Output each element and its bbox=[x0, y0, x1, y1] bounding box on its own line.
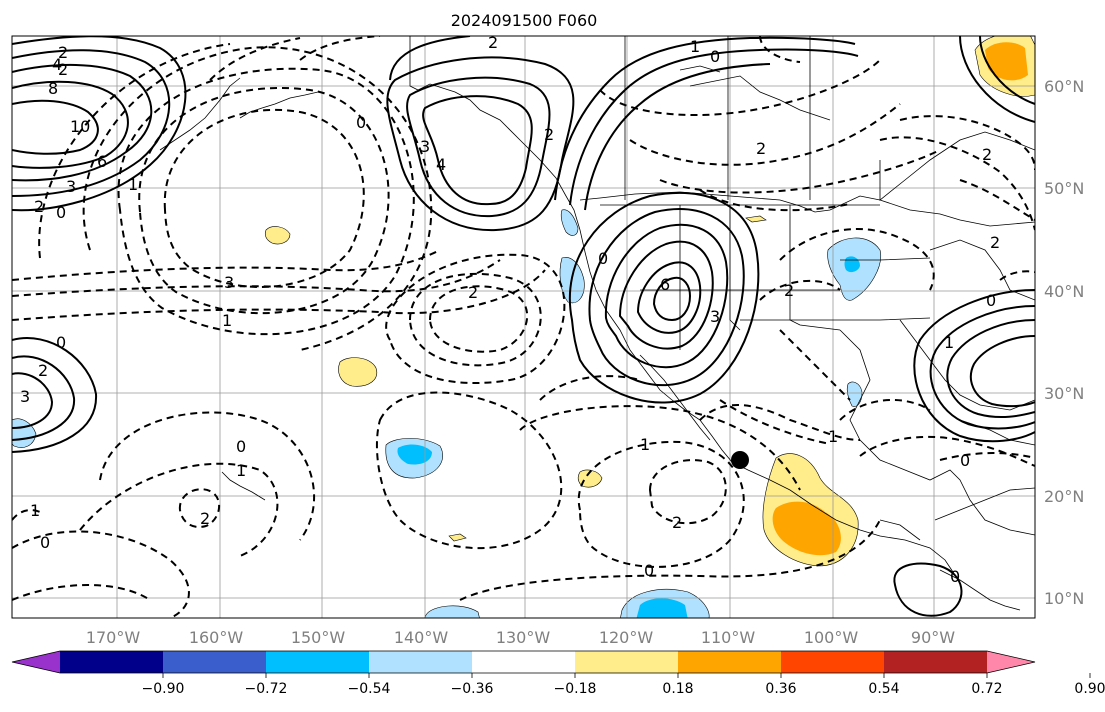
shading-layer bbox=[12, 36, 1035, 618]
contour-label: 0 bbox=[644, 561, 654, 580]
contour-label: 1 bbox=[640, 435, 650, 454]
contour-label: 3 bbox=[224, 273, 234, 292]
contour-label: 1 bbox=[128, 175, 138, 194]
contour-label: 0 bbox=[56, 203, 66, 222]
lat-label: 10°N bbox=[1044, 589, 1084, 608]
colorbar-tick-label: −0.36 bbox=[451, 681, 494, 697]
contour-label: 1 bbox=[30, 501, 40, 520]
colorbar-tick-label: −0.54 bbox=[348, 681, 391, 697]
contour-label: 2 bbox=[468, 283, 478, 302]
colorbar-tick-label: −0.90 bbox=[142, 681, 185, 697]
contour-label: 1 bbox=[690, 37, 700, 56]
contour-label: 2 bbox=[990, 233, 1000, 252]
lon-label: 140°W bbox=[394, 628, 449, 647]
lat-label: 20°N bbox=[1044, 487, 1084, 506]
contour-label: 1 bbox=[236, 461, 246, 480]
lat-label: 40°N bbox=[1044, 282, 1084, 301]
contour-label: 1 bbox=[222, 311, 232, 330]
map-panel: 2 2 4 8 10 6 3 2 0 1 0 3 4 2 1 0 2 3 1 0 bbox=[11, 33, 1084, 647]
contour-label: 0 bbox=[710, 47, 720, 66]
contour-label: 0 bbox=[40, 533, 50, 552]
contour-label: 0 bbox=[986, 291, 996, 310]
colorbar-tick-label: 0.54 bbox=[868, 681, 899, 697]
contour-label: 3 bbox=[20, 387, 30, 406]
colorbar-segment bbox=[163, 651, 267, 673]
contour-label: 0 bbox=[236, 437, 246, 456]
contour-label: 3 bbox=[420, 137, 430, 156]
contour-label: 2 bbox=[34, 197, 44, 216]
contour-label: 2 bbox=[982, 145, 992, 164]
lon-label: 100°W bbox=[804, 628, 859, 647]
lon-label: 90°W bbox=[911, 628, 955, 647]
colorbar-ticks: −0.90 −0.72 −0.54 −0.36 −0.18 0.18 0.36 0.54 0.7… bbox=[142, 673, 1105, 697]
contour-label: 8 bbox=[48, 79, 58, 98]
contour-label: 2 bbox=[784, 281, 794, 300]
colorbar-segment bbox=[781, 651, 885, 673]
colorbar-extend-low bbox=[12, 651, 60, 673]
contour-label: 4 bbox=[436, 155, 446, 174]
contour-label: 2 bbox=[756, 139, 766, 158]
contour-label: 0 bbox=[56, 333, 66, 352]
contour-label: 6 bbox=[97, 152, 107, 171]
contour-label: 2 bbox=[200, 509, 210, 528]
colorbar-segment bbox=[884, 651, 988, 673]
colorbar-segments bbox=[11, 650, 1036, 674]
coastlines bbox=[129, 36, 1035, 611]
colorbar-segment bbox=[678, 651, 782, 673]
colorbar-tick-label: −0.18 bbox=[554, 681, 597, 697]
contour-label: 2 bbox=[672, 513, 682, 532]
colorbar-extend-high bbox=[987, 651, 1035, 673]
lon-label: 160°W bbox=[189, 628, 244, 647]
lat-label: 30°N bbox=[1044, 384, 1084, 403]
lon-label: 150°W bbox=[291, 628, 346, 647]
contour-label: 2 bbox=[38, 361, 48, 380]
colorbar-segment bbox=[472, 651, 576, 673]
location-marker bbox=[731, 451, 749, 469]
contour-label: 3 bbox=[710, 307, 720, 326]
lon-label: 110°W bbox=[701, 628, 756, 647]
colorbar-tick-label: 0.72 bbox=[971, 681, 1002, 697]
contour-label: 10 bbox=[70, 117, 90, 136]
lon-label: 130°W bbox=[496, 628, 551, 647]
colorbar-tick-label: 0.18 bbox=[662, 681, 693, 697]
contour-label: 2 bbox=[58, 60, 68, 79]
contour-label: 6 bbox=[660, 275, 670, 294]
contour-label: 4 bbox=[52, 55, 62, 74]
contour-labels: 2 2 4 8 10 6 3 2 0 1 0 3 4 2 1 0 2 3 1 0 bbox=[20, 33, 1000, 586]
lon-label: 120°W bbox=[599, 628, 654, 647]
lon-label: 170°W bbox=[86, 628, 141, 647]
colorbar-segment bbox=[60, 651, 164, 673]
colorbar-segment bbox=[266, 651, 370, 673]
lat-label: 60°N bbox=[1044, 77, 1084, 96]
map-title: 2024091500 F060 bbox=[451, 11, 598, 30]
colorbar-tick-label: −0.72 bbox=[245, 681, 288, 697]
contours bbox=[12, 36, 1035, 618]
colorbar-tick-label: 0.90 bbox=[1074, 681, 1105, 697]
contour-label: 1 bbox=[828, 427, 838, 446]
contour-label: 3 bbox=[66, 177, 76, 196]
colorbar-segment bbox=[575, 651, 679, 673]
contour-label: 1 bbox=[944, 333, 954, 352]
colorbar: −0.90 −0.72 −0.54 −0.36 −0.18 0.18 0.36 0.54 0.7… bbox=[11, 650, 1105, 697]
colorbar-outline bbox=[11, 650, 1036, 674]
contour-label: 0 bbox=[950, 567, 960, 586]
contour-label: 2 bbox=[488, 33, 498, 52]
lon-axis: 170°W 160°W 150°W 140°W 130°W 120°W 110°… bbox=[86, 628, 955, 647]
lat-label: 50°N bbox=[1044, 179, 1084, 198]
graticule bbox=[12, 36, 1035, 618]
colorbar-segment bbox=[369, 651, 473, 673]
contour-label: 2 bbox=[544, 125, 554, 144]
contour-label: 0 bbox=[598, 249, 608, 268]
contour-label: 2 bbox=[58, 43, 68, 62]
contour-label: 0 bbox=[960, 451, 970, 470]
contour-label: 0 bbox=[356, 113, 366, 132]
colorbar-tick-label: 0.36 bbox=[765, 681, 796, 697]
lat-axis: 60°N 50°N 40°N 30°N 20°N 10°N bbox=[1044, 77, 1084, 608]
